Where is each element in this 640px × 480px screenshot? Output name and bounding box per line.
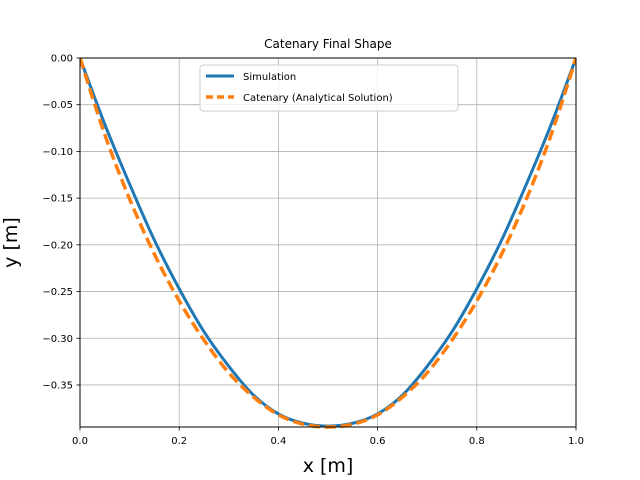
legend-box: [199, 64, 459, 112]
y-tick-label: −0.25: [42, 287, 73, 298]
plot-frame: [79, 57, 577, 428]
x-tick-label: 1.0: [568, 436, 584, 447]
y-tick-label: −0.10: [42, 147, 73, 158]
x-tick-label: 0.6: [370, 436, 386, 447]
grid: [79, 57, 577, 427]
y-tick-label: −0.35: [42, 380, 73, 391]
x-tick-label: 0.4: [270, 436, 286, 447]
y-tick-label: 0.00: [51, 54, 73, 65]
x-tick-label: 0.2: [171, 436, 187, 447]
y-tick-label: −0.15: [42, 194, 73, 205]
y-tick-label: −0.05: [42, 100, 73, 111]
y-axis-label: y [m]: [0, 217, 22, 268]
legend: Simulation Catenary (Analytical Solution…: [199, 64, 459, 112]
chart-title: Catenary Final Shape: [264, 37, 392, 51]
x-tick-label: 0.0: [72, 436, 88, 447]
legend-label-simulation: Simulation: [243, 72, 296, 83]
legend-label-catenary: Catenary (Analytical Solution): [243, 93, 393, 104]
x-tick-label: 0.8: [469, 436, 485, 447]
x-axis-label: x [m]: [303, 455, 354, 477]
y-tick-label: −0.20: [42, 240, 73, 251]
y-ticks: 0.00 −0.05 −0.10 −0.15 −0.20 −0.25 −0.30 −0.35: [42, 54, 80, 391]
y-tick-label: −0.30: [42, 334, 73, 345]
x-ticks: 0.0 0.2 0.4 0.6 0.8 1.0: [72, 427, 584, 447]
